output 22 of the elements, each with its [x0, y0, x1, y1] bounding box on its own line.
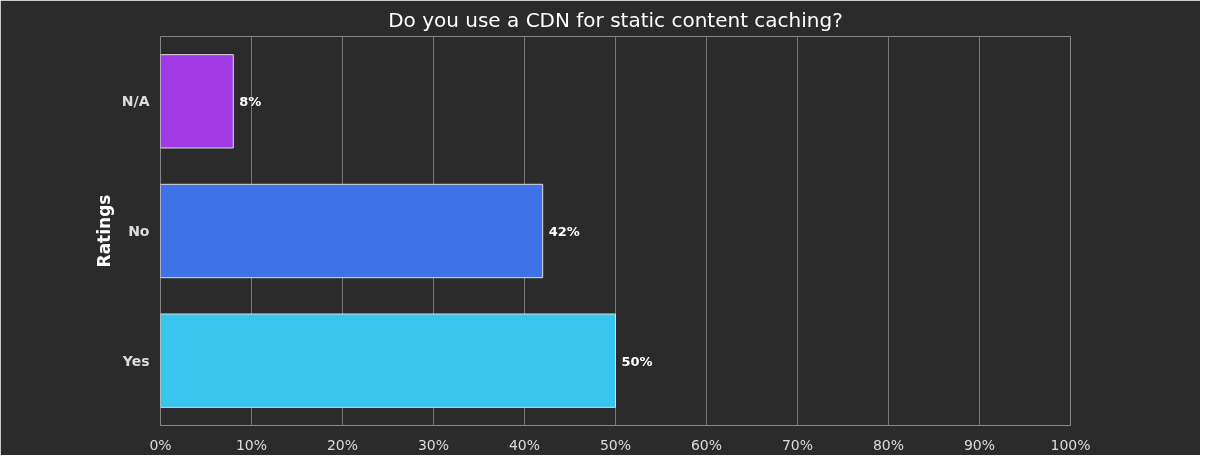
y-tick-label: No — [128, 223, 150, 239]
x-tick-label: 50% — [599, 436, 632, 453]
x-tick-label: 80% — [872, 436, 905, 453]
x-tick-label: 100% — [1050, 436, 1091, 453]
y-tick-label: N/A — [121, 93, 150, 110]
x-tick-label: 90% — [963, 436, 996, 453]
bar — [160, 313, 616, 408]
data-label: 42% — [548, 224, 580, 239]
y-tick-label: Yes — [121, 352, 150, 369]
x-tick-label: 10% — [235, 436, 268, 453]
bar — [160, 183, 544, 279]
x-tick-label: 70% — [781, 436, 814, 453]
x-tick-label: 30% — [417, 436, 450, 453]
x-tick-label: 40% — [508, 436, 541, 453]
x-tick-label: 60% — [690, 436, 723, 453]
chart-title: Do you use a CDN for static content caching? — [388, 7, 843, 32]
x-tick-label: 20% — [326, 436, 359, 453]
x-tick-label: 0% — [149, 436, 172, 453]
bar — [160, 54, 234, 149]
data-label: 50% — [621, 353, 653, 369]
y-axis-title: Ratings — [93, 194, 114, 268]
data-label: 8% — [239, 94, 262, 110]
